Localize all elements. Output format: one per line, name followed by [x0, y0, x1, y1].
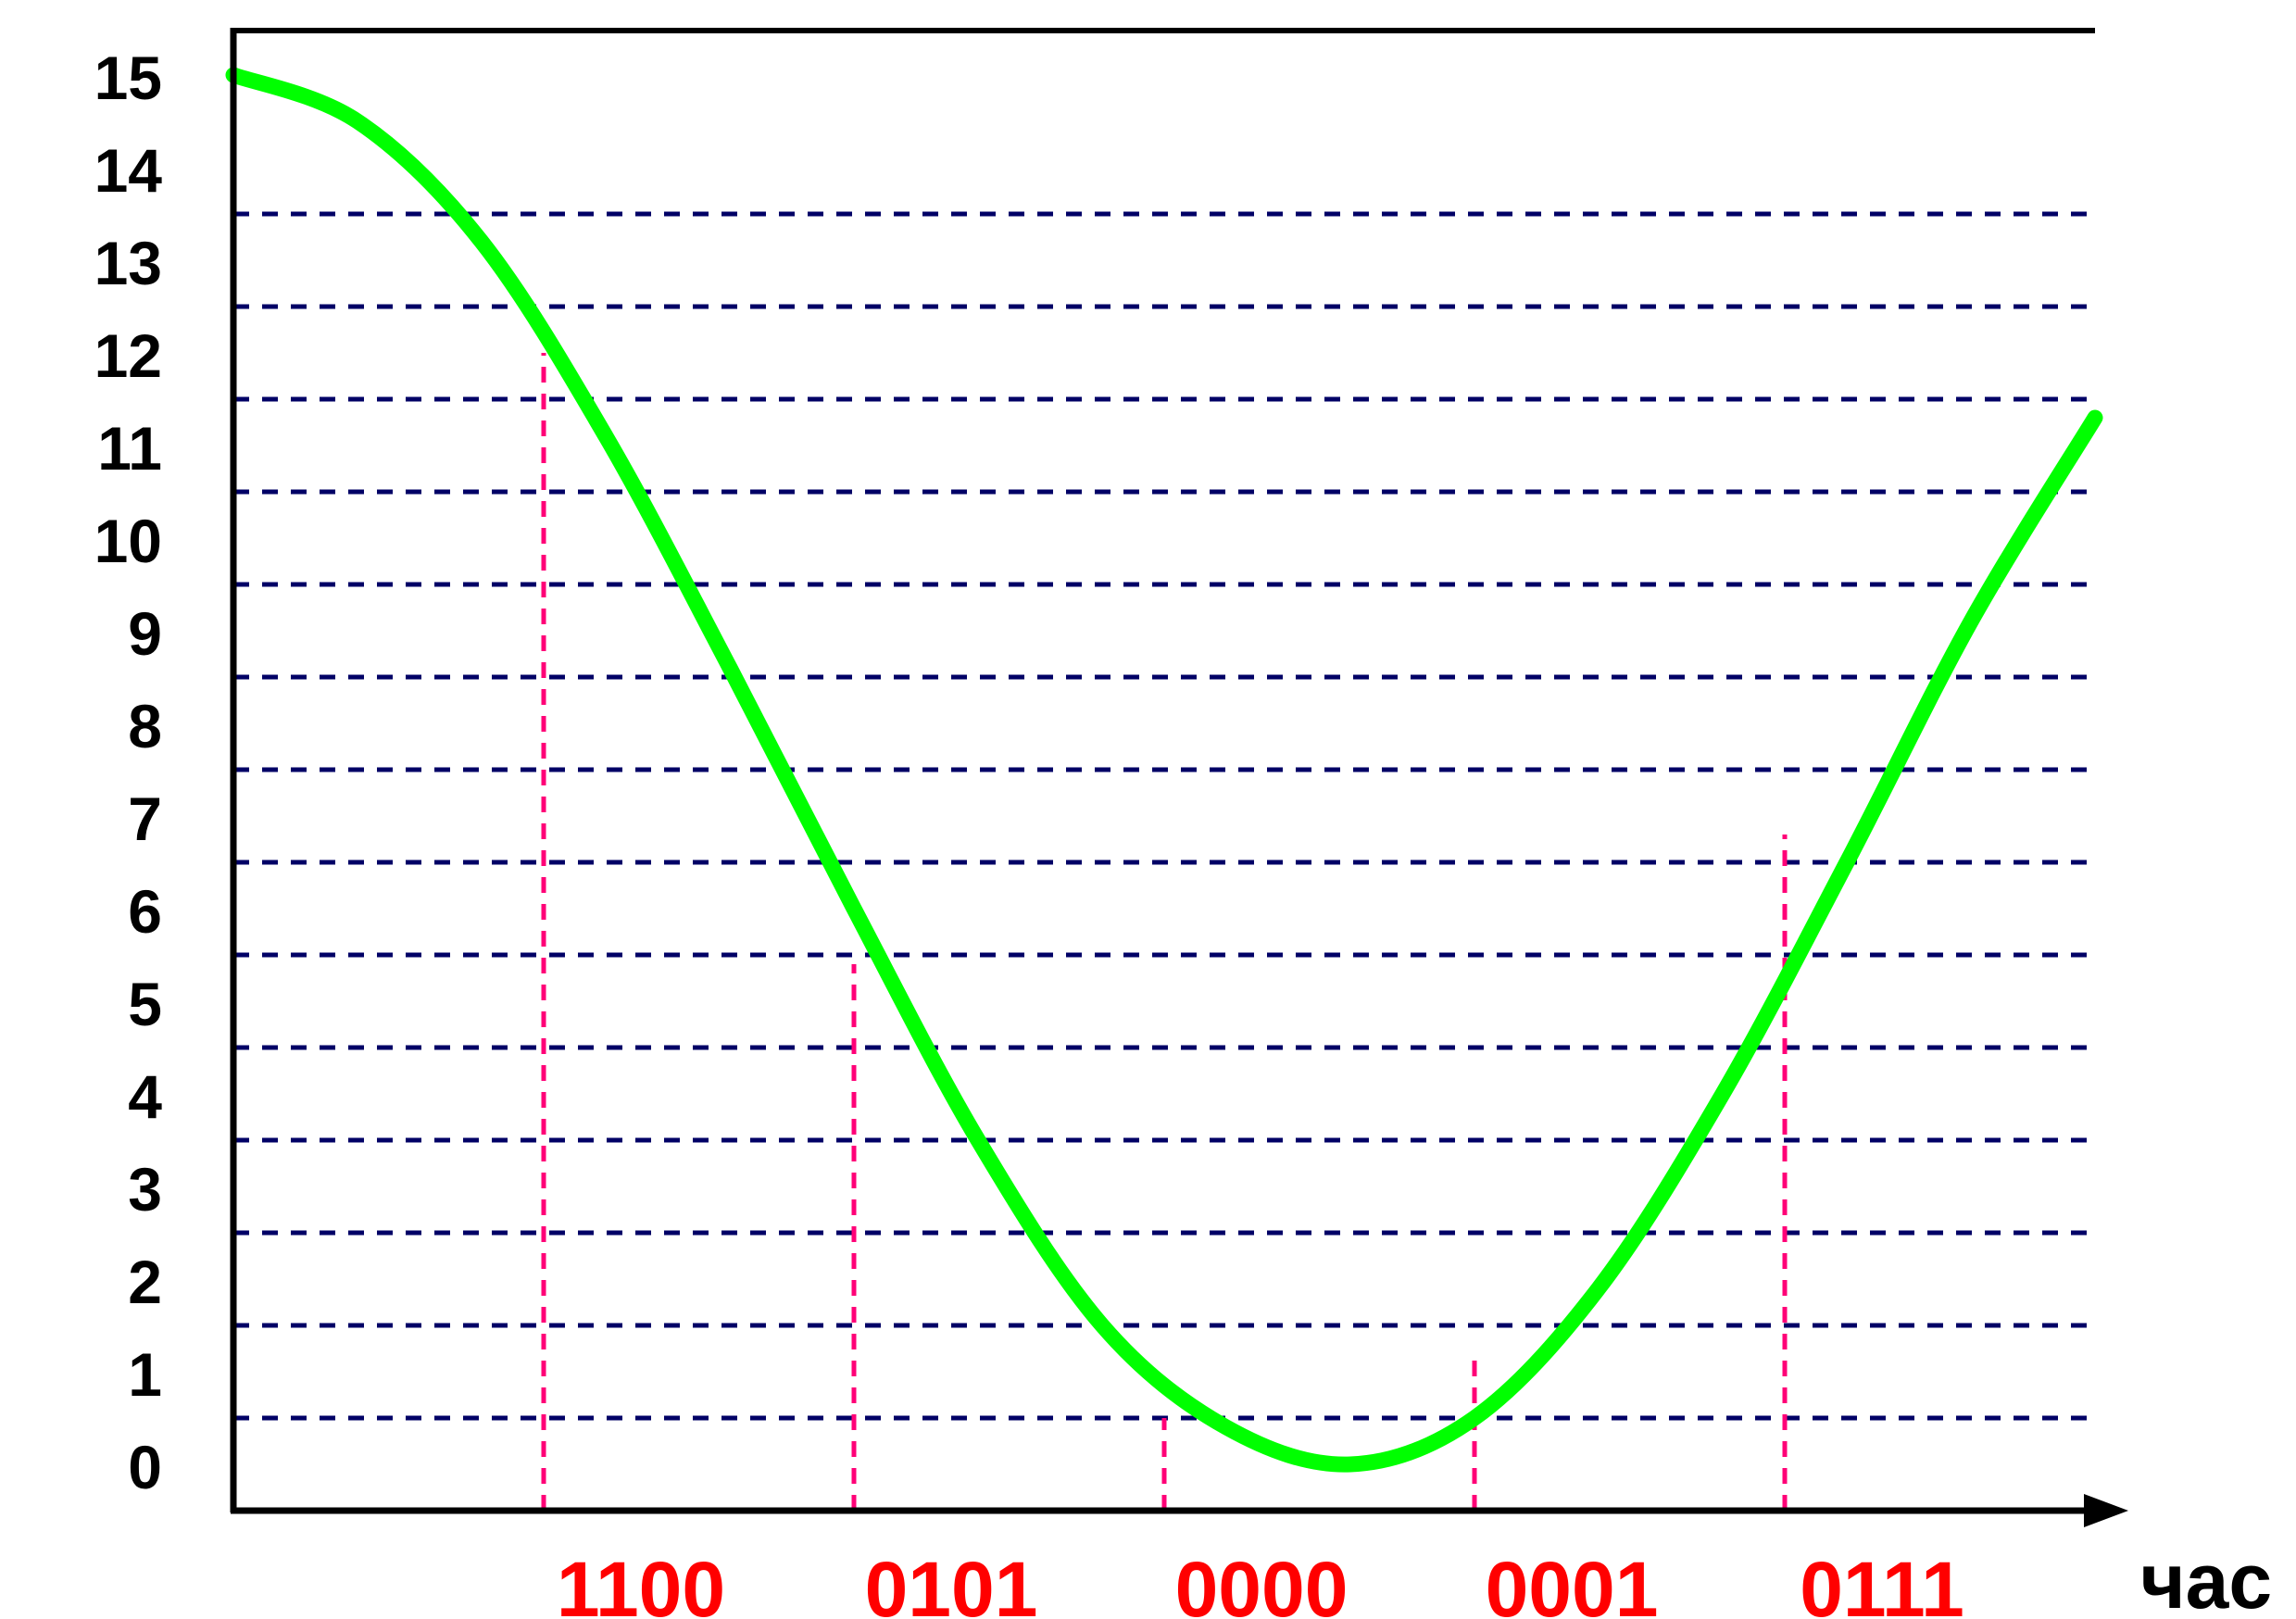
- y-tick-label: 0: [128, 1433, 162, 1501]
- x-axis-label: час: [2140, 1537, 2272, 1619]
- y-tick-label: 15: [94, 44, 162, 112]
- y-tick-label: 2: [128, 1248, 162, 1316]
- y-tick-label: 14: [94, 136, 163, 205]
- grid-lines: [233, 211, 2095, 1421]
- y-tick-label: 11: [97, 414, 162, 483]
- y-tick-label: 7: [128, 784, 162, 853]
- y-tick-label: 9: [128, 599, 162, 668]
- y-tick-label: 3: [128, 1155, 162, 1224]
- x-axis-arrow: [2084, 1494, 2128, 1527]
- y-tick-label: 4: [128, 1062, 162, 1131]
- y-tick-label: 13: [94, 229, 162, 297]
- code-label-0111: 0111: [1800, 1546, 1964, 1619]
- y-tick-label: 6: [128, 877, 162, 946]
- sample-lines: [541, 353, 1788, 1511]
- y-tick-label: 1: [128, 1340, 162, 1409]
- code-label-1100: 1100: [557, 1546, 725, 1619]
- code-label-0001: 0001: [1486, 1546, 1659, 1619]
- signal-curve: [225, 67, 2103, 1473]
- axes: [230, 28, 2128, 1527]
- code-labels: 1100 0101 0000 0001 0111: [557, 1546, 1964, 1619]
- y-tick-label: 12: [94, 321, 162, 390]
- y-tick-label: 5: [128, 970, 162, 1038]
- y-tick-label: 8: [128, 692, 162, 760]
- code-label-0101: 0101: [865, 1546, 1038, 1619]
- code-label-0000: 0000: [1175, 1546, 1349, 1619]
- y-tick-label: 10: [94, 507, 162, 575]
